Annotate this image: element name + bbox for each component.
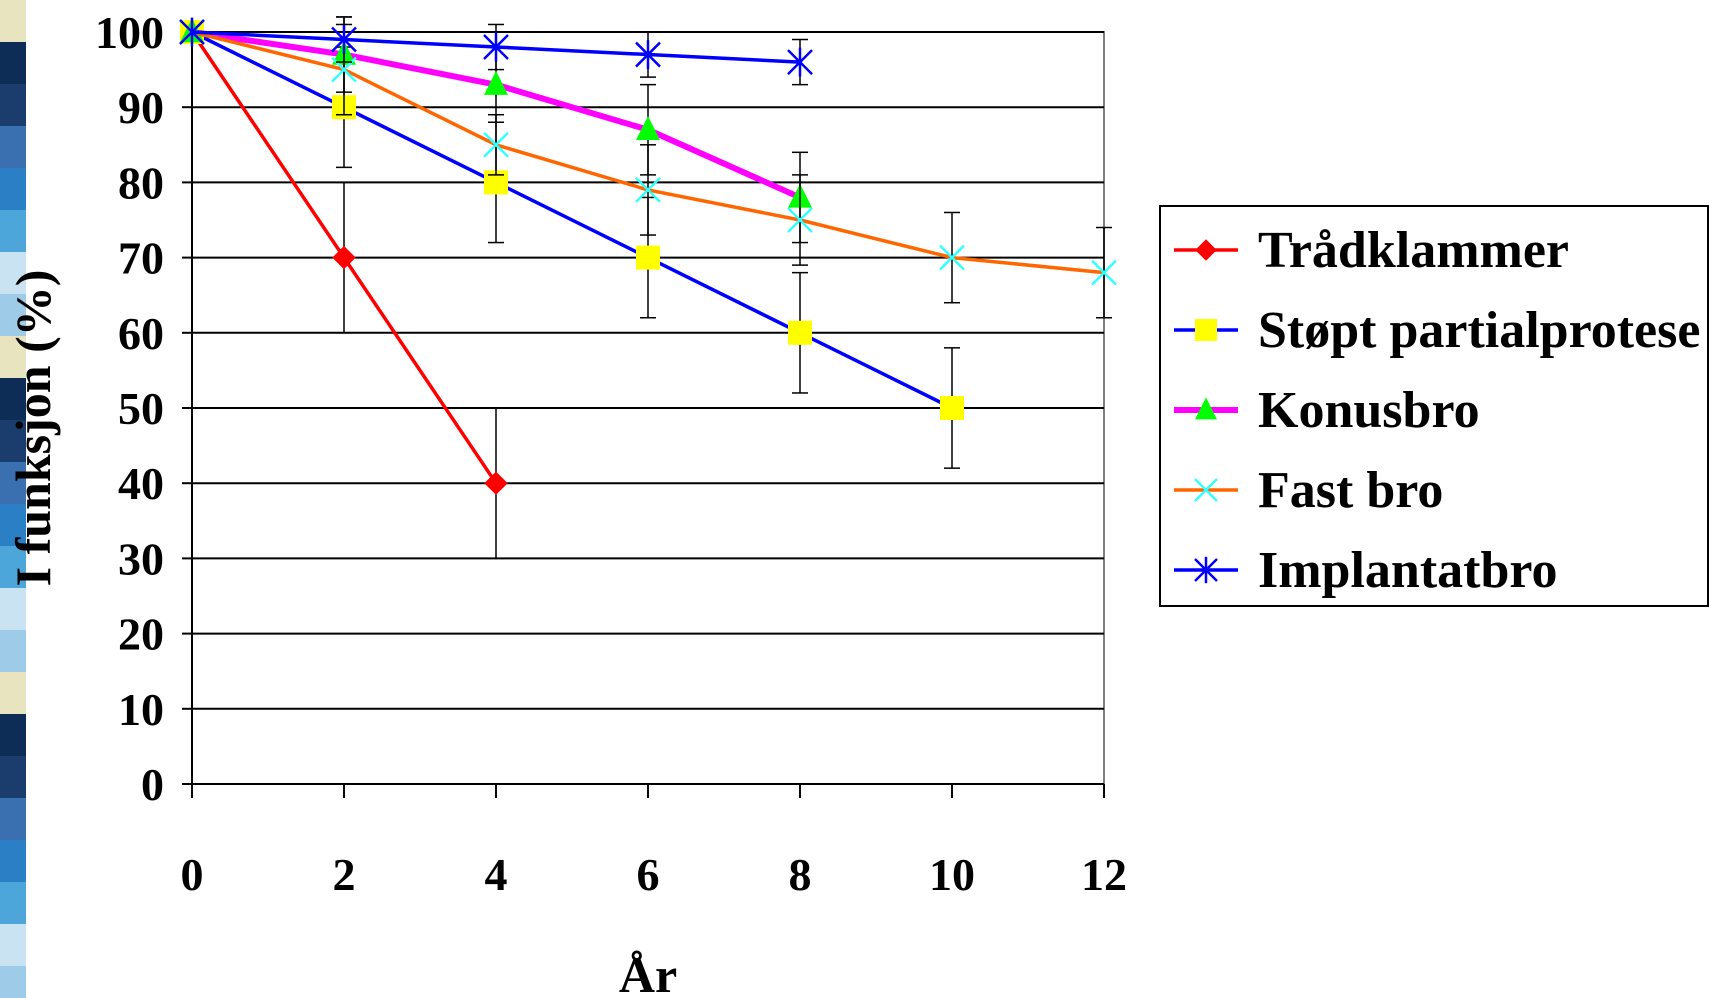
legend-marker — [1194, 556, 1218, 584]
legend-label: Trådklammer — [1258, 222, 1569, 279]
data-point — [635, 177, 661, 203]
y-tick-label: 40 — [118, 458, 164, 509]
x-tick-label: 4 — [485, 849, 508, 900]
data-point — [483, 131, 509, 158]
legend-item: Støpt partialprotese — [1174, 302, 1700, 359]
stripe-block — [0, 756, 26, 798]
stripe-block — [0, 294, 26, 336]
y-tick-label: 50 — [118, 383, 164, 434]
x-tick-label: 0 — [181, 849, 204, 900]
stripe-block — [0, 210, 26, 252]
y-tick-label: 60 — [118, 308, 164, 359]
y-tick-labels: 0 10 20 30 40 50 60 70 80 90 100 — [95, 7, 164, 810]
y-tick-label: 0 — [141, 759, 164, 810]
stripe-block — [0, 714, 26, 756]
legend-item: Implantatbro — [1174, 542, 1558, 599]
data-series — [179, 16, 1117, 560]
data-point — [939, 244, 965, 271]
stripe-block — [0, 546, 26, 588]
data-point — [940, 396, 964, 420]
x-tick-label: 8 — [789, 849, 812, 900]
legend-marker — [1195, 239, 1217, 261]
y-tick-label: 10 — [118, 684, 164, 735]
y-tick-label: 20 — [118, 609, 164, 660]
data-point — [787, 47, 813, 77]
legend-label: Fast bro — [1258, 462, 1443, 519]
x-tick-label: 12 — [1081, 849, 1127, 900]
legend: Trådklammer Støpt partialprotese Konusbro F… — [1159, 205, 1709, 607]
y-axis-title: I funksjon (%) — [5, 270, 61, 587]
data-point — [636, 245, 660, 270]
stripe-block — [0, 462, 26, 504]
legend-item: Fast bro — [1174, 462, 1443, 519]
stripe-block — [0, 798, 26, 840]
series-5 — [179, 16, 813, 86]
data-point — [179, 17, 205, 47]
data-point — [787, 207, 813, 233]
x-tick-label: 6 — [637, 849, 660, 900]
stripe-block — [0, 924, 26, 966]
stripe-block — [0, 336, 26, 378]
decorative-stripe — [0, 0, 26, 998]
stripe-block — [0, 672, 26, 714]
data-point — [332, 245, 356, 270]
stripe-block — [0, 966, 26, 998]
data-point — [484, 70, 508, 95]
series-4 — [179, 19, 1117, 319]
data-point — [484, 471, 508, 495]
stripe-block — [0, 840, 26, 882]
legend-marker — [1194, 478, 1218, 502]
x-tick-labels: 0 2 4 6 8 10 12 — [181, 849, 1128, 900]
stripe-block — [0, 168, 26, 210]
y-tick-label: 30 — [118, 533, 164, 584]
stripe-block — [0, 0, 26, 42]
data-point — [1091, 259, 1117, 286]
stripe-block — [0, 42, 26, 84]
legend-label: Konusbro — [1258, 382, 1480, 439]
y-tick-label: 100 — [95, 7, 164, 58]
data-point — [636, 115, 660, 140]
stripe-block — [0, 378, 26, 420]
x-tick-label: 10 — [929, 849, 975, 900]
legend-marker — [1195, 319, 1217, 341]
y-tick-label: 80 — [118, 157, 164, 208]
y-tick-label: 90 — [118, 82, 164, 133]
legend-item: Trådklammer — [1174, 222, 1569, 279]
stripe-block — [0, 504, 26, 546]
x-tick-label: 2 — [333, 849, 356, 900]
legend-box — [1159, 205, 1709, 607]
legend-label: Støpt partialprotese — [1258, 302, 1700, 359]
series-line — [191, 30, 953, 410]
data-point — [788, 320, 812, 345]
data-point — [331, 25, 357, 54]
stripe-block — [0, 252, 26, 294]
stripe-block — [0, 84, 26, 126]
data-point — [483, 32, 509, 62]
y-tick-label: 70 — [118, 233, 164, 284]
stripe-block — [0, 630, 26, 672]
legend-marker — [1195, 397, 1217, 420]
data-point — [635, 40, 661, 69]
stripe-block — [0, 420, 26, 462]
axes — [191, 32, 1105, 798]
stripe-block — [0, 126, 26, 168]
stripe-block — [0, 588, 26, 630]
stripe-block — [0, 882, 26, 924]
legend-label: Implantatbro — [1258, 542, 1558, 599]
x-axis-title: År — [619, 947, 677, 998]
legend-item: Konusbro — [1174, 382, 1480, 439]
